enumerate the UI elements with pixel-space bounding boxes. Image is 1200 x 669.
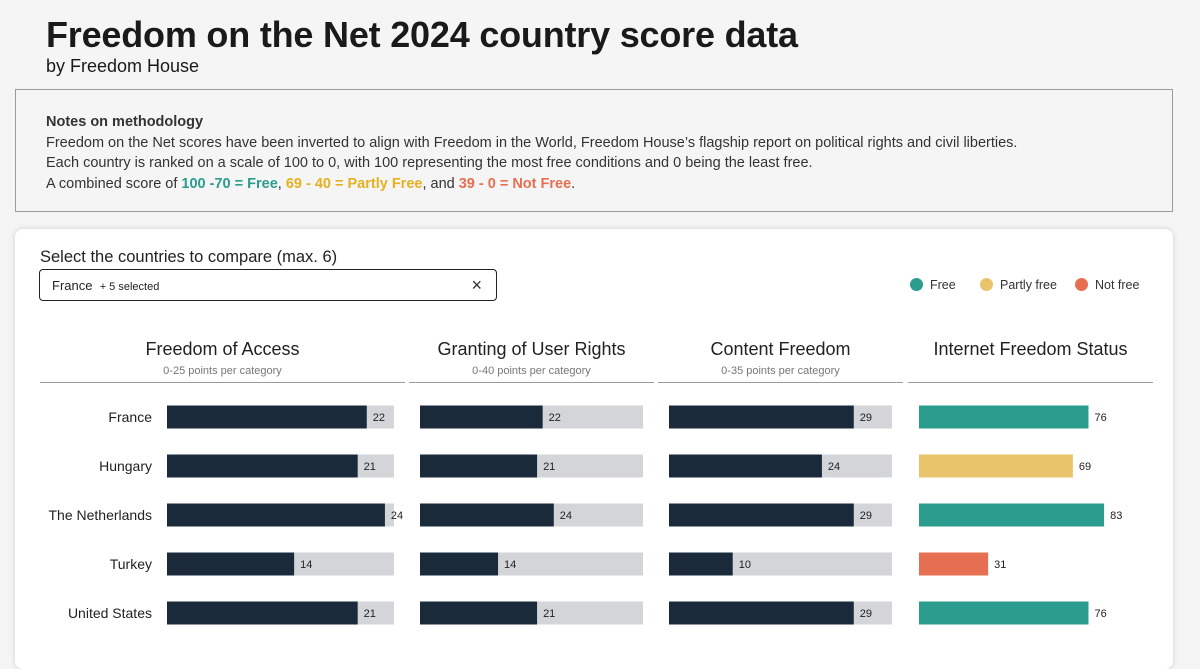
page-title: Freedom on the Net 2024 country score da… bbox=[46, 14, 798, 55]
legend-label-partly-free: Partly free bbox=[1000, 278, 1057, 292]
country-label-turkey: Turkey bbox=[110, 556, 152, 572]
legend-dot-free bbox=[910, 278, 923, 291]
bar-p3-turkey bbox=[669, 552, 733, 576]
notes-sep-2: , and bbox=[422, 175, 459, 192]
value-label-p2-the-netherlands: 24 bbox=[560, 510, 572, 522]
panel-title-internet-freedom-status: Internet Freedom Status bbox=[933, 339, 1128, 359]
value-label-p2-france: 22 bbox=[549, 412, 561, 424]
value-label-p2-turkey: 14 bbox=[504, 559, 516, 571]
panel-subtitle-freedom-of-access: 0-25 points per category bbox=[163, 365, 282, 377]
value-label-p3-hungary: 24 bbox=[828, 461, 840, 473]
bar-p1-the-netherlands bbox=[167, 503, 385, 527]
legend-item-partly-free: Partly free bbox=[980, 278, 1057, 292]
selected-country: France bbox=[52, 278, 93, 293]
legend-dot-partly-free bbox=[980, 278, 993, 291]
value-label-p1-the-netherlands: 24 bbox=[391, 510, 403, 522]
panel-title-freedom-of-access: Freedom of Access bbox=[145, 339, 300, 359]
page-subtitle: by Freedom House bbox=[46, 56, 200, 76]
panel-header-content-freedom: Content Freedom 0-35 points per category bbox=[658, 339, 903, 377]
notes-sep-1: , bbox=[277, 175, 286, 192]
panel-rule-1 bbox=[40, 382, 405, 383]
value-label-p3-united-states: 29 bbox=[860, 608, 872, 620]
panel-rule-2 bbox=[409, 382, 654, 383]
bar-p3-hungary bbox=[669, 454, 822, 478]
bar-p1-hungary bbox=[167, 454, 358, 478]
bar-p3-the-netherlands bbox=[669, 503, 854, 527]
country-select-value: France + 5 selected bbox=[52, 278, 159, 293]
bar-p3-france bbox=[669, 405, 854, 429]
value-label-p4-the-netherlands: 83 bbox=[1110, 510, 1122, 522]
value-label-p3-france: 29 bbox=[860, 412, 872, 424]
bar-p1-united-states bbox=[167, 601, 358, 625]
panel-header-user-rights: Granting of User Rights 0-40 points per … bbox=[409, 339, 654, 377]
methodology-notes: Notes on methodology Freedom on the Net … bbox=[15, 89, 1173, 212]
notes-line-2: Each country is ranked on a scale of 100… bbox=[46, 155, 813, 171]
value-label-p4-united-states: 76 bbox=[1094, 608, 1106, 620]
legend-label-free: Free bbox=[930, 278, 956, 292]
value-label-p2-united-states: 21 bbox=[543, 608, 555, 620]
free-range: 100 -70 = Free bbox=[181, 175, 278, 192]
country-label-hungary: Hungary bbox=[99, 458, 152, 474]
bar-p4-the-netherlands bbox=[919, 503, 1105, 527]
panel-title-user-rights: Granting of User Rights bbox=[437, 339, 626, 359]
country-label-the-netherlands: The Netherlands bbox=[48, 507, 152, 523]
country-select-label: Select the countries to compare (max. 6) bbox=[40, 248, 338, 266]
legend-item-not-free: Not free bbox=[1075, 278, 1139, 292]
notes-line-1: Freedom on the Net scores have been inve… bbox=[46, 134, 1018, 151]
selected-count: + 5 selected bbox=[99, 281, 160, 293]
country-label-france: France bbox=[108, 409, 152, 425]
country-select[interactable]: France + 5 selected × bbox=[39, 269, 497, 301]
value-label-p1-hungary: 21 bbox=[364, 461, 376, 473]
notes-line-3-prefix: A combined score of bbox=[46, 175, 182, 192]
value-label-p1-turkey: 14 bbox=[300, 559, 312, 571]
bar-p1-france bbox=[167, 405, 367, 429]
bar-p4-united-states bbox=[919, 601, 1089, 625]
notes-line-3-suffix: . bbox=[571, 175, 576, 192]
value-label-p1-united-states: 21 bbox=[364, 608, 376, 620]
clear-selection-icon[interactable]: × bbox=[471, 275, 482, 295]
value-label-p2-hungary: 21 bbox=[543, 461, 555, 473]
bar-p2-turkey bbox=[420, 552, 499, 576]
notes-heading: Notes on methodology bbox=[46, 114, 204, 130]
bar-p1-turkey bbox=[167, 552, 295, 576]
panel-rule-3 bbox=[658, 382, 903, 383]
panel-title-content-freedom: Content Freedom bbox=[710, 339, 851, 359]
legend-label-not-free: Not free bbox=[1095, 278, 1140, 292]
bar-p4-turkey bbox=[919, 552, 989, 576]
panel-header-freedom-of-access: Freedom of Access 0-25 points per catego… bbox=[40, 339, 405, 377]
bar-p2-hungary bbox=[420, 454, 538, 478]
value-label-p3-turkey: 10 bbox=[739, 559, 751, 571]
bar-p4-france bbox=[919, 405, 1089, 429]
value-label-p4-hungary: 69 bbox=[1079, 461, 1091, 473]
legend-item-free: Free bbox=[910, 278, 956, 292]
country-label-united-states: United States bbox=[68, 605, 152, 621]
bar-p2-united-states bbox=[420, 601, 538, 625]
panel-subtitle-content-freedom: 0-35 points per category bbox=[721, 365, 840, 377]
partly-free-range: 69 - 40 = Partly Free bbox=[285, 175, 423, 192]
panel-rule-4 bbox=[908, 382, 1153, 383]
bar-p2-the-netherlands bbox=[420, 503, 554, 527]
chart-card: Select the countries to compare (max. 6)… bbox=[15, 229, 1173, 669]
bar-p2-france bbox=[420, 405, 543, 429]
value-label-p4-france: 76 bbox=[1094, 412, 1106, 424]
panel-header-internet-freedom-status: Internet Freedom Status bbox=[908, 339, 1153, 360]
notes-line-3: A combined score of 100 -70 = Free, 69 -… bbox=[46, 174, 1142, 195]
score-chart: France Hungary The Netherlands Turkey United… bbox=[48, 405, 1122, 625]
value-label-p1-france: 22 bbox=[373, 412, 385, 424]
not-free-range: 39 - 0 = Not Free bbox=[458, 175, 572, 192]
bar-p3-united-states bbox=[669, 601, 854, 625]
panel-subtitle-user-rights: 0-40 points per category bbox=[472, 365, 591, 377]
legend-dot-not-free bbox=[1075, 278, 1088, 291]
value-label-p3-the-netherlands: 29 bbox=[860, 510, 872, 522]
bar-p4-hungary bbox=[919, 454, 1073, 478]
value-label-p4-turkey: 31 bbox=[994, 559, 1006, 571]
